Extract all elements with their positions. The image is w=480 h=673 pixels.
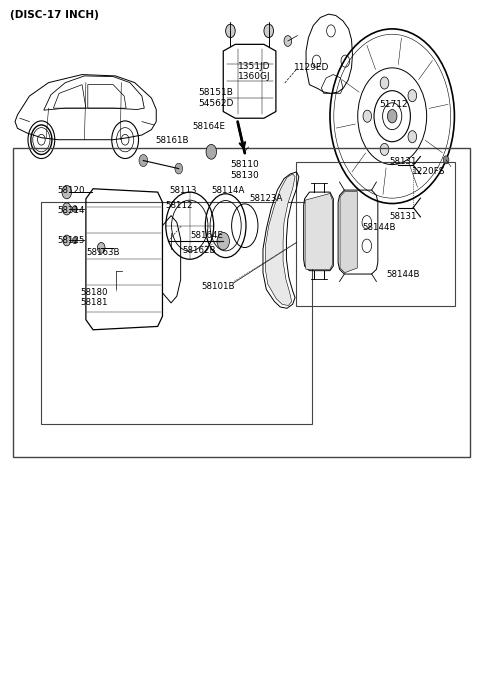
Circle shape: [443, 156, 449, 164]
Bar: [41, 202, 312, 424]
Text: 58112: 58112: [165, 201, 192, 210]
Circle shape: [63, 235, 71, 246]
Text: 58163B: 58163B: [87, 248, 120, 257]
Text: 58144B: 58144B: [386, 271, 420, 279]
Text: 58164E: 58164E: [192, 122, 226, 131]
Text: 58113: 58113: [170, 186, 197, 194]
Text: 58125: 58125: [58, 236, 85, 245]
Text: 1351JD
1360GJ: 1351JD 1360GJ: [238, 61, 271, 81]
Text: 1129ED: 1129ED: [294, 63, 329, 73]
Text: 51712: 51712: [379, 100, 408, 109]
Circle shape: [408, 90, 417, 102]
Polygon shape: [265, 174, 295, 306]
Text: 58123A: 58123A: [250, 194, 283, 203]
Circle shape: [139, 155, 148, 167]
Text: 58131: 58131: [389, 213, 417, 221]
Circle shape: [380, 77, 389, 89]
Text: 58131: 58131: [389, 157, 417, 166]
Text: 1220FS: 1220FS: [412, 168, 446, 176]
Circle shape: [408, 131, 417, 143]
Circle shape: [264, 24, 274, 38]
Circle shape: [72, 205, 77, 212]
Text: 58314: 58314: [58, 206, 85, 215]
Bar: [12, 149, 470, 458]
Text: 58180
58181: 58180 58181: [80, 288, 108, 308]
Circle shape: [387, 110, 397, 123]
Text: 58162B: 58162B: [182, 246, 216, 255]
Text: 58144B: 58144B: [362, 223, 396, 232]
Circle shape: [284, 36, 292, 46]
Circle shape: [380, 143, 389, 155]
Circle shape: [217, 232, 229, 250]
Circle shape: [206, 145, 216, 160]
Circle shape: [62, 203, 71, 215]
Circle shape: [363, 110, 372, 122]
Text: 58101B: 58101B: [202, 281, 235, 291]
Text: (DISC-17 INCH): (DISC-17 INCH): [10, 11, 99, 20]
Text: 58110
58130: 58110 58130: [230, 160, 259, 180]
Circle shape: [226, 24, 235, 38]
Text: 58164E: 58164E: [190, 232, 223, 240]
Bar: [297, 162, 456, 306]
Text: 58120: 58120: [58, 186, 85, 194]
Circle shape: [97, 242, 105, 253]
Text: 58114A: 58114A: [211, 186, 245, 194]
Text: 58161B: 58161B: [156, 136, 189, 145]
Circle shape: [175, 164, 182, 174]
Text: 58151B
54562D: 58151B 54562D: [198, 88, 234, 108]
Polygon shape: [305, 193, 332, 269]
Circle shape: [72, 237, 77, 244]
Circle shape: [62, 185, 72, 199]
Polygon shape: [340, 191, 357, 273]
